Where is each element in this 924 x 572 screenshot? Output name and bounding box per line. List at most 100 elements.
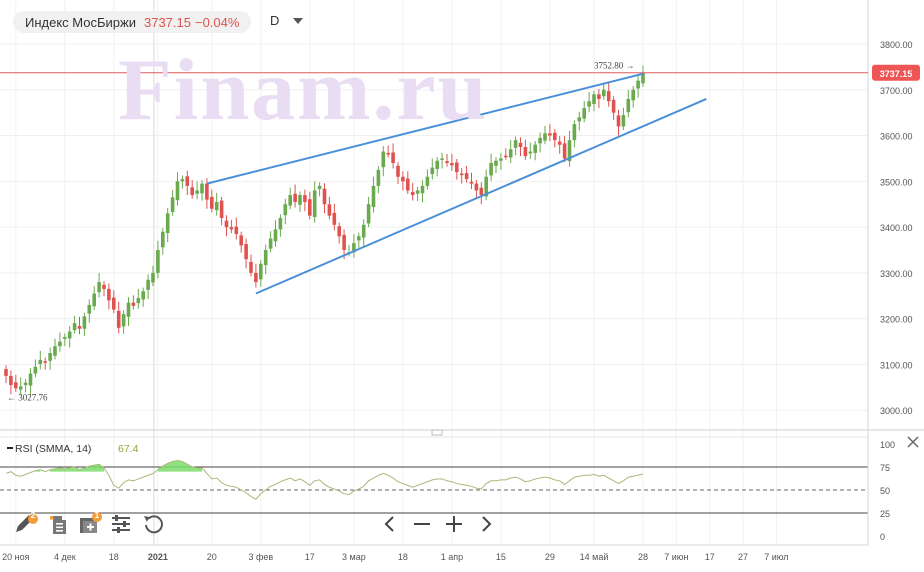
settings-button[interactable] — [110, 514, 132, 534]
candle-body — [371, 185, 376, 207]
close-rsi-button[interactable] — [905, 434, 921, 450]
watermark: Finam.ru — [118, 42, 489, 139]
pencil-badge: 2 — [30, 511, 36, 520]
candle-body — [165, 213, 170, 234]
pencil-button[interactable]: 2 — [12, 511, 42, 536]
zoom-in-button[interactable] — [443, 514, 465, 534]
max-annotation: 3752.80 → — [594, 61, 635, 71]
time-tick-label: 3 мар — [342, 552, 366, 562]
rsi-grid — [0, 466, 868, 514]
price-tick-label: 3100.00 — [880, 360, 913, 370]
scroll-right-button[interactable] — [477, 514, 495, 534]
candle-body — [63, 336, 67, 339]
candle-body — [224, 220, 229, 228]
candle-body — [616, 115, 621, 127]
candle-body — [18, 386, 23, 390]
candle-body — [214, 201, 219, 211]
candle-body — [151, 272, 155, 283]
candle-body — [440, 158, 444, 160]
candle-body — [606, 91, 611, 102]
min-annotation: ← 3027.76 — [7, 393, 48, 403]
time-tick-label: 2021 — [148, 552, 168, 562]
candle-body — [548, 133, 552, 136]
candle-body — [533, 144, 537, 153]
last-price-label: 3737.15 — [880, 69, 913, 79]
candle-body — [543, 133, 547, 141]
rsi-title: RSI (SMMA, 14) — [15, 443, 91, 455]
candle-body — [621, 114, 626, 127]
candle-body — [327, 204, 332, 216]
reset-button[interactable] — [142, 513, 164, 535]
time-tick-label: 7 июл — [764, 552, 788, 562]
time-tick-label: 18 — [398, 552, 408, 562]
price-tick-label: 3700.00 — [880, 86, 913, 96]
candle-body — [366, 204, 371, 224]
rsi-panel: RSI (SMMA, 14) 67.4 100 75 50 25 0 — [5, 440, 895, 542]
time-tick-label: 29 — [545, 552, 555, 562]
add-layer-button[interactable]: 1 — [78, 511, 106, 537]
candle-body — [244, 244, 248, 260]
resize-handle[interactable] — [431, 429, 443, 436]
candle-body — [288, 195, 292, 206]
candle-body — [254, 272, 258, 283]
time-tick-label: 17 — [705, 552, 715, 562]
trendlines[interactable] — [206, 72, 707, 295]
candle-body — [523, 147, 528, 157]
candle-body — [430, 167, 435, 175]
price-tick-label: 3400.00 — [880, 223, 913, 233]
rsi-value: 67.4 — [118, 443, 139, 455]
candle-body — [273, 229, 278, 242]
zoom-out-button[interactable] — [411, 514, 433, 534]
candle-body — [489, 163, 493, 176]
candle-body — [386, 152, 390, 155]
candle-body — [469, 181, 474, 184]
scroll-left-button[interactable] — [381, 514, 399, 534]
candle-body — [205, 183, 209, 200]
candle-body — [239, 235, 243, 246]
candle-body — [557, 141, 562, 145]
upper-trendline[interactable] — [206, 72, 644, 185]
last-price-badge — [872, 64, 920, 81]
minus-icon — [414, 523, 430, 525]
rsi-overbought-fill — [157, 460, 202, 472]
candle-body — [342, 234, 346, 251]
time-tick-label: 27 — [738, 552, 748, 562]
candle-body — [4, 369, 8, 376]
instrument-header[interactable]: Индекс МосБиржи 3737.15 −0.04% — [13, 11, 252, 33]
candle-body — [126, 302, 131, 317]
time-tick-label: 20 — [207, 552, 217, 562]
add-layer-icon — [80, 512, 102, 533]
candle-body — [293, 193, 297, 202]
candle-body — [391, 152, 395, 164]
chevron-right-icon — [482, 516, 492, 532]
price-tick-label: 3000.00 — [880, 406, 913, 416]
timeframe-value: D — [270, 13, 280, 28]
candle-body — [357, 236, 361, 241]
time-tick-label: 28 — [638, 552, 648, 562]
candle-body — [504, 155, 508, 158]
candle-body — [136, 298, 141, 304]
plus-icon — [446, 516, 462, 532]
candle-body — [210, 196, 214, 209]
document-button[interactable] — [48, 514, 68, 536]
candle-body — [23, 382, 28, 386]
candle-body — [396, 165, 400, 177]
timeframe-selector[interactable]: D — [270, 13, 304, 28]
candle-body — [234, 226, 239, 234]
price-tick-label: 3600.00 — [880, 132, 913, 142]
rsi-tick-label: 0 — [880, 532, 885, 542]
candle-body — [190, 187, 194, 196]
last-price: 3737.15 — [143, 14, 191, 30]
candle-body — [464, 173, 469, 180]
candle-body — [195, 190, 199, 194]
candle-body — [567, 140, 572, 162]
candle-body — [156, 250, 160, 273]
candle-body — [131, 302, 136, 306]
price-tick-label: 3200.00 — [880, 315, 913, 325]
price-tick-label: 3800.00 — [880, 40, 913, 50]
candle-body — [141, 291, 145, 300]
lower-trendline[interactable] — [255, 98, 707, 295]
candle-body — [43, 361, 47, 363]
